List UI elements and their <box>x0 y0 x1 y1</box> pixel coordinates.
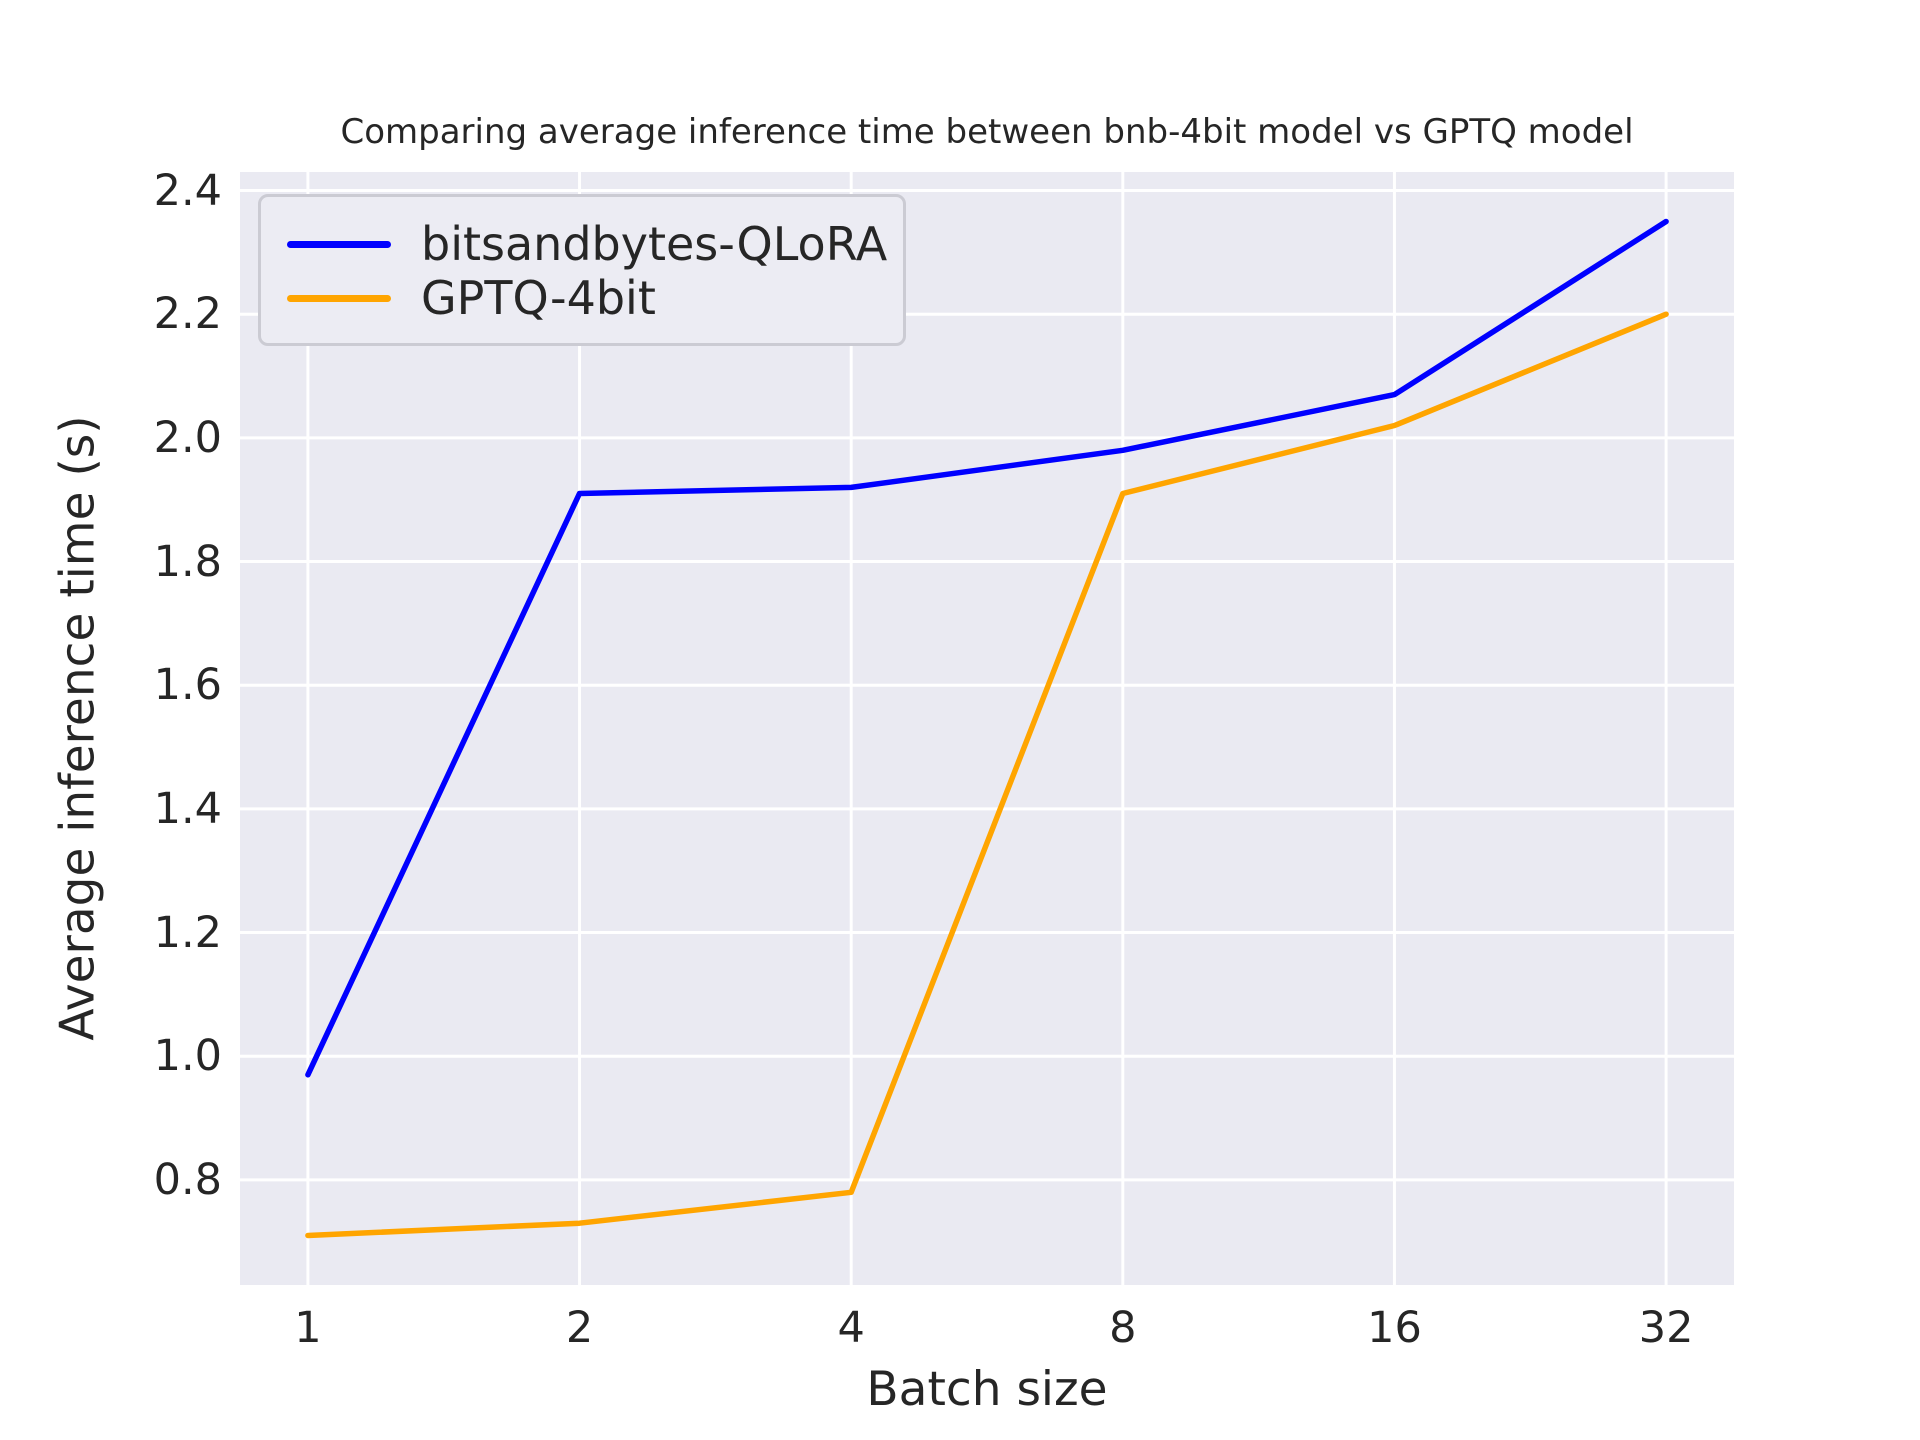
x-tick-label: 16 <box>1367 1303 1422 1353</box>
x-axis-label: Batch size <box>866 1362 1108 1417</box>
legend-label: GPTQ-4bit <box>421 271 656 325</box>
y-tick-label: 1.2 <box>153 907 222 958</box>
series-line-1 <box>305 311 1669 1239</box>
legend-line-sample-blue <box>287 240 391 248</box>
y-tick-label: 2.2 <box>153 289 222 340</box>
chart-title: Comparing average inference time between… <box>340 112 1634 152</box>
series-line-0 <box>305 218 1669 1078</box>
x-tick-label: 1 <box>294 1303 322 1353</box>
y-axis-label: Average inference time (s) <box>50 415 106 1041</box>
y-tick-label: 2.4 <box>153 165 222 216</box>
x-tick-label: 4 <box>837 1303 865 1353</box>
legend-line-sample-orange <box>287 294 391 302</box>
legend-item: GPTQ-4bit <box>287 271 877 325</box>
y-tick-label: 1.8 <box>153 536 222 587</box>
y-tick-label: 0.8 <box>153 1154 222 1205</box>
y-tick-label: 2.0 <box>153 412 222 463</box>
y-tick-label: 1.4 <box>153 783 222 834</box>
legend-label: bitsandbytes-QLoRA <box>421 217 888 271</box>
x-tick-label: 2 <box>565 1303 594 1353</box>
legend: bitsandbytes-QLoRA GPTQ-4bit <box>258 194 906 346</box>
plot-background <box>240 172 1734 1285</box>
y-tick-label: 1.0 <box>153 1031 222 1082</box>
x-tick-label: 8 <box>1109 1303 1137 1353</box>
legend-item: bitsandbytes-QLoRA <box>287 217 887 271</box>
x-tick-label: 32 <box>1638 1303 1694 1353</box>
y-tick-label: 1.6 <box>153 660 222 711</box>
